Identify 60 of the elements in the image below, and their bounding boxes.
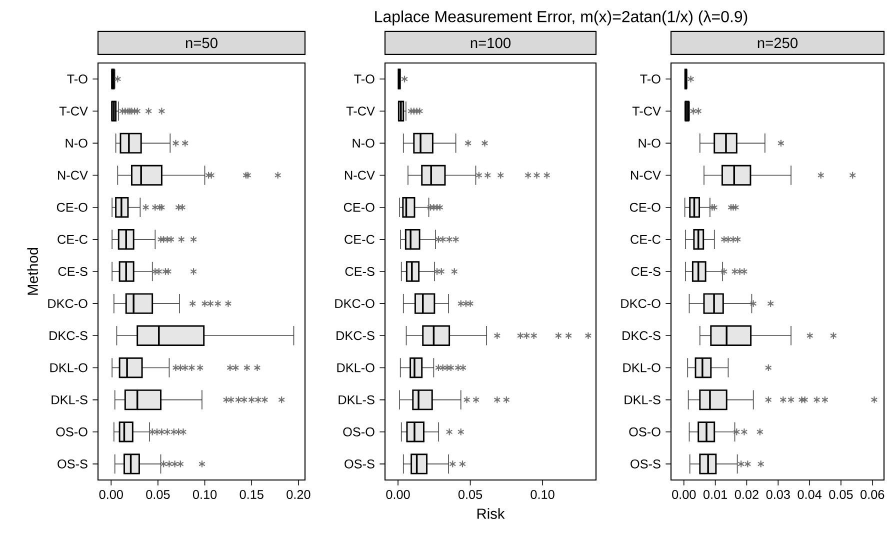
y-tick-label: T-CV: [632, 106, 661, 116]
y-tick-label: OS-O: [56, 427, 88, 436]
y-tick-label: CE-S: [58, 267, 88, 276]
y-tick-label: DKL-O: [50, 363, 88, 372]
x-tick-label: 0.15: [240, 490, 264, 500]
chart-subtitle: n=100: [470, 38, 511, 48]
y-tick-label: N-O: [638, 138, 660, 148]
x-tick-label: 0.06: [860, 490, 884, 500]
x-tick-label: 0.10: [192, 490, 217, 500]
x-tick-label: 0.20: [286, 490, 310, 500]
x-tick-label: 0.10: [530, 490, 554, 500]
y-tick-label: N-CV: [631, 170, 661, 180]
y-tick-label: DKL-S: [624, 395, 660, 404]
y-tick-label: OS-S: [344, 459, 374, 468]
y-tick-label: N-O: [66, 138, 88, 148]
y-tick-label: CE-S: [631, 267, 660, 276]
y-tick-label: CE-C: [58, 234, 88, 244]
y-tick-label: DKC-S: [336, 331, 374, 340]
y-tick-label: T-O: [354, 74, 374, 84]
chart-subtitle: n=50: [186, 38, 218, 48]
chart-title: Laplace Measurement Error, m(x)=2atan(1/x) (λ=0.9): [375, 10, 748, 26]
y-tick-label: CE-S: [345, 267, 374, 276]
chart-subtitle: n=250: [758, 38, 798, 48]
x-tick-label: 0.05: [458, 490, 482, 500]
x-axis-title: Risk: [477, 508, 505, 519]
y-tick-label: OS-O: [629, 427, 660, 436]
y-tick-label: CE-C: [344, 234, 374, 244]
y-tick-label: DKC-S: [622, 331, 660, 340]
y-tick-label: DKC-O: [335, 299, 374, 308]
y-tick-label: DKC-S: [50, 331, 88, 340]
y-tick-label: OS-O: [343, 427, 374, 436]
y-tick-label: N-CV: [58, 170, 88, 180]
y-tick-label: N-CV: [345, 170, 375, 180]
x-tick-label: 0.05: [146, 490, 170, 500]
x-tick-label: 0.02: [734, 490, 758, 500]
x-tick-label: 0.00: [386, 490, 410, 500]
y-tick-label: CE-C: [630, 234, 660, 244]
y-tick-label: DKC-O: [621, 299, 660, 308]
x-tick-label: 0.01: [703, 490, 728, 500]
y-tick-label: T-CV: [346, 106, 375, 116]
y-tick-label: CE-O: [344, 202, 374, 212]
y-tick-label: T-O: [67, 74, 88, 84]
y-axis-title: Method: [27, 248, 38, 295]
y-tick-label: CE-O: [630, 202, 660, 212]
y-tick-label: T-CV: [59, 106, 88, 116]
x-tick-label: 0.05: [829, 490, 853, 500]
y-tick-label: DKC-O: [48, 299, 88, 308]
y-tick-label: OS-S: [630, 459, 660, 468]
y-tick-label: N-O: [352, 138, 374, 148]
y-tick-label: DKL-O: [623, 363, 660, 372]
y-tick-label: DKL-O: [337, 363, 374, 372]
y-tick-label: T-O: [640, 74, 660, 84]
x-tick-label: 0.04: [798, 490, 822, 500]
y-tick-label: CE-O: [56, 202, 88, 212]
y-tick-label: DKL-S: [52, 395, 88, 404]
y-tick-label: OS-S: [58, 459, 88, 468]
y-tick-label: DKL-S: [338, 395, 374, 404]
x-tick-label: 0.03: [766, 490, 790, 500]
x-tick-label: 0.00: [99, 490, 123, 500]
x-tick-label: 0.00: [672, 490, 696, 500]
